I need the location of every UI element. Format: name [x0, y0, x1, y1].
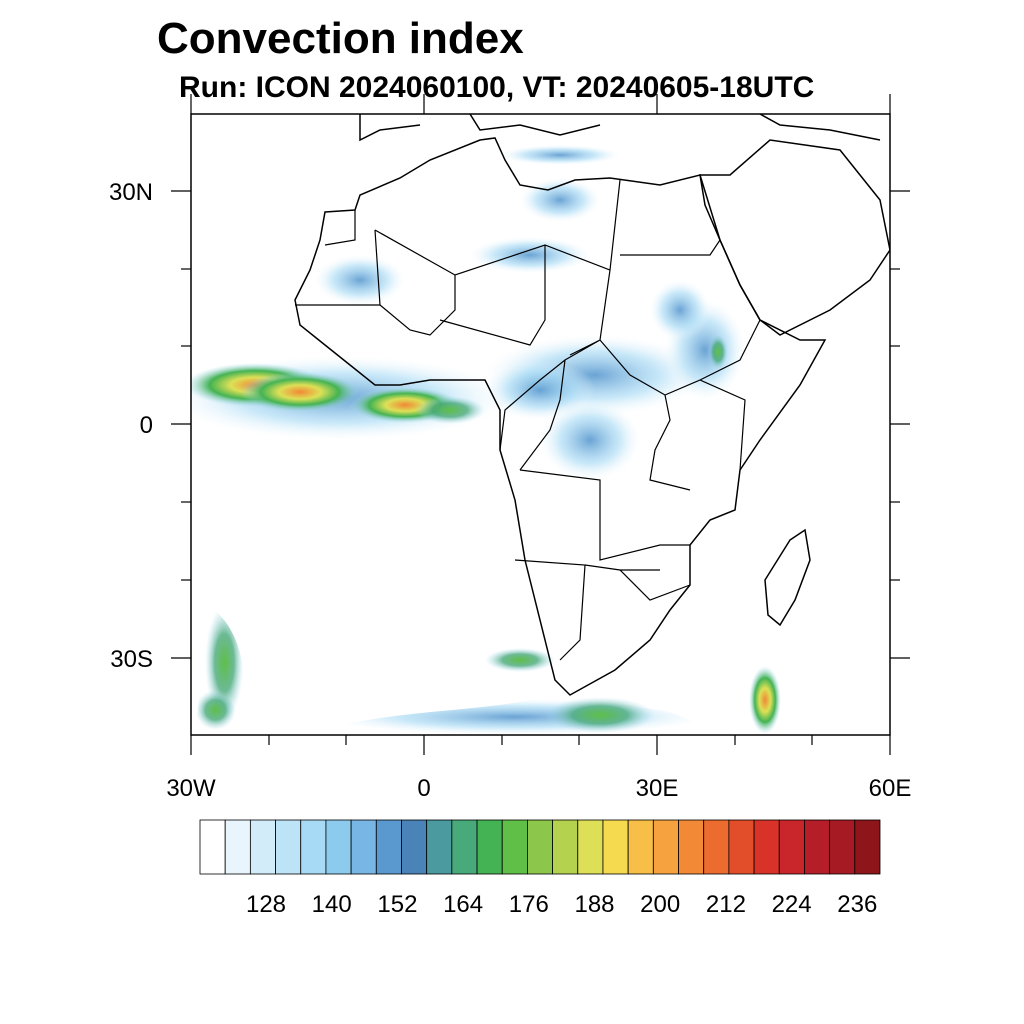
colorbar-swatch — [325, 819, 352, 875]
colorbar-label: 164 — [443, 891, 483, 918]
colorbar-swatch — [350, 819, 377, 875]
colorbar-swatch — [401, 819, 428, 875]
colorbar-swatch — [199, 819, 226, 875]
colorbar-swatch — [249, 819, 276, 875]
convection-blob — [485, 648, 555, 672]
convection-field — [191, 145, 781, 735]
colorbar-swatch — [476, 819, 503, 875]
lon-label-30e: 30E — [636, 775, 679, 802]
colorbar-swatch — [300, 819, 327, 875]
colorbar-swatch — [703, 819, 730, 875]
colorbar-label: 236 — [837, 891, 877, 918]
convection-blob — [708, 334, 728, 370]
lon-label-30w: 30W — [166, 775, 216, 802]
colorbar-label: 224 — [772, 891, 812, 918]
colorbar-swatch — [527, 819, 553, 875]
chart-title: Convection index — [157, 14, 524, 63]
colorbar-label: 128 — [246, 891, 286, 918]
colorbar-label: 140 — [312, 891, 352, 918]
lon-label-60e: 60E — [869, 775, 912, 802]
colorbar-swatch — [602, 819, 629, 875]
colorbar-swatch — [577, 819, 604, 875]
lat-label-0: 0 — [140, 412, 153, 439]
lat-label-30n: 30N — [109, 179, 153, 206]
convection-blob — [240, 372, 360, 412]
colorbar-swatch — [728, 819, 755, 875]
colorbar-swatch — [501, 819, 528, 875]
colorbar-label: 152 — [377, 891, 417, 918]
colorbar-label: 200 — [640, 891, 680, 918]
chart-subtitle: Run: ICON 2024060100, VT: 20240605-18UTC — [179, 71, 815, 104]
colorbar-swatch — [552, 819, 579, 875]
colorbar — [199, 819, 881, 875]
colorbar-swatch — [829, 819, 856, 875]
colorbar-swatch — [451, 819, 478, 875]
colorbar-swatch — [375, 819, 402, 875]
colorbar-swatch — [678, 819, 705, 875]
colorbar-swatch — [753, 819, 780, 875]
tick-marks — [171, 94, 910, 755]
colorbar-label: 176 — [509, 891, 549, 918]
lon-label-0: 0 — [417, 775, 430, 802]
coastlines — [294, 114, 890, 696]
colorbar-swatch — [652, 819, 679, 875]
colorbar-swatch — [426, 819, 453, 875]
colorbar-swatch — [275, 819, 302, 875]
colorbar-swatch — [854, 819, 881, 875]
colorbar-label: 188 — [574, 891, 614, 918]
colorbar-swatch — [627, 819, 654, 875]
convection-blob — [545, 697, 655, 733]
country-borders — [295, 179, 761, 661]
convection-blob — [749, 666, 781, 734]
convection-blob — [415, 396, 485, 424]
colorbar-swatch — [804, 819, 831, 875]
colorbar-labels: 128 140 152 164 176 188 200 212 224 236 — [246, 891, 877, 918]
lat-label-30s: 30S — [110, 646, 153, 673]
colorbar-swatch — [778, 819, 805, 875]
colorbar-swatch — [224, 819, 251, 875]
colorbar-label: 212 — [706, 891, 746, 918]
